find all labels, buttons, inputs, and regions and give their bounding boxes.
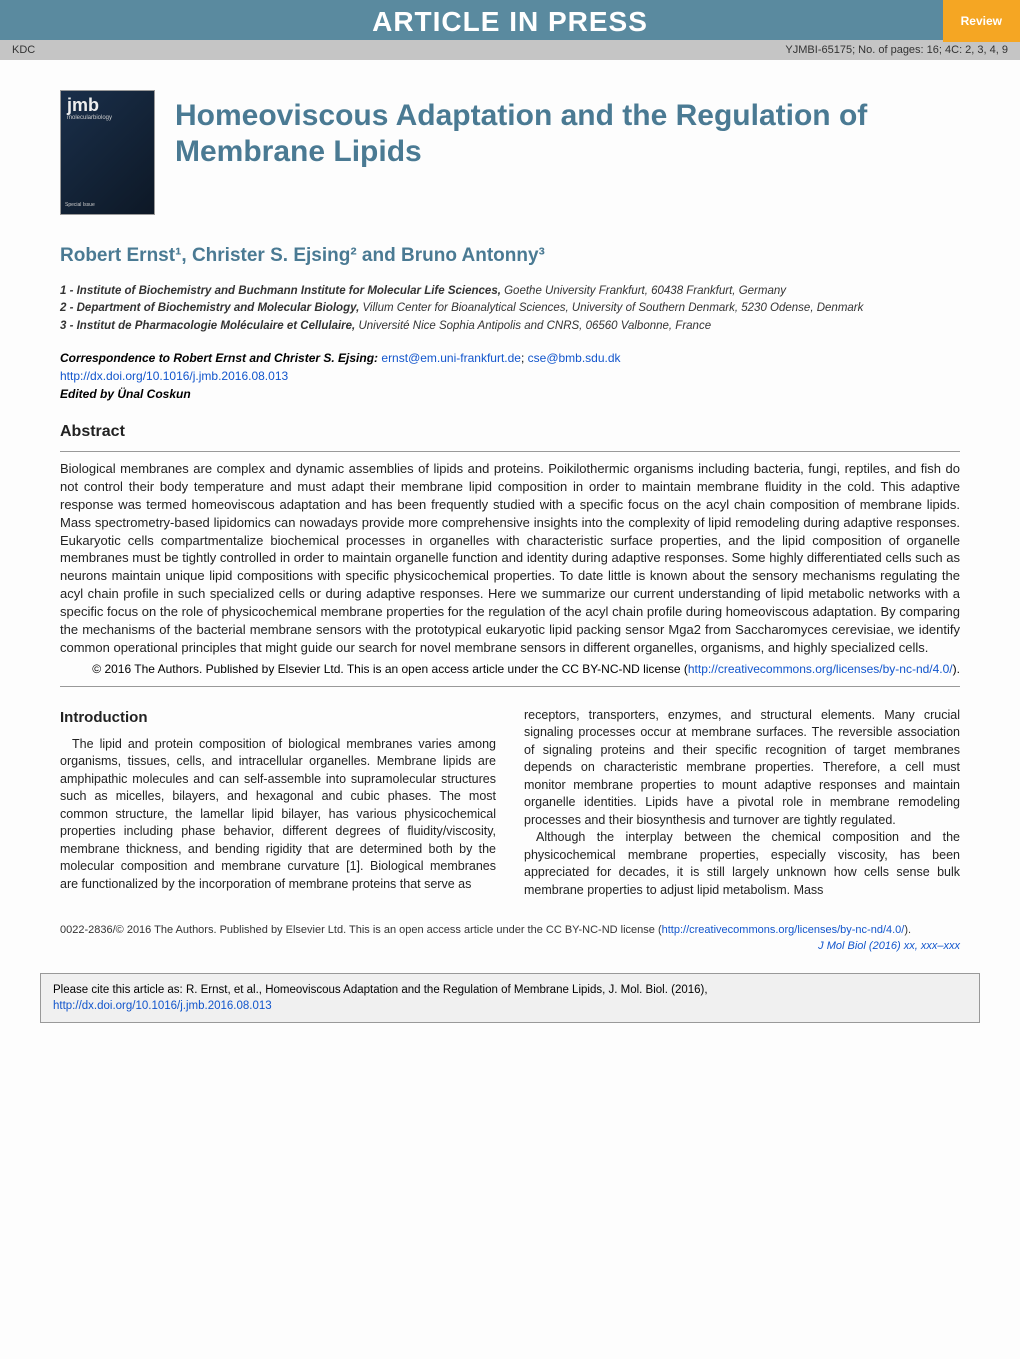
correspondence-email-1[interactable]: ernst@em.uni-frankfurt.de xyxy=(381,351,521,365)
content-area: jmb molecularbiology Special Issue Homeo… xyxy=(0,60,1020,959)
review-badge: Review xyxy=(943,0,1020,42)
meta-right: YJMBI-65175; No. of pages: 16; 4C: 2, 3,… xyxy=(785,44,1008,56)
affiliations: 1 - Institute of Biochemistry and Buchma… xyxy=(60,283,960,335)
affil-1-text: Goethe University Frankfurt, 60438 Frank… xyxy=(501,285,786,297)
affil-1-label: 1 - Institute of Biochemistry and Buchma… xyxy=(60,285,501,297)
left-column: Introduction The lipid and protein compo… xyxy=(60,707,496,900)
intro-paragraph-1: The lipid and protein composition of bio… xyxy=(60,736,496,894)
correspondence: Correspondence to Robert Ernst and Chris… xyxy=(60,349,960,403)
header-meta: KDC YJMBI-65175; No. of pages: 16; 4C: 2… xyxy=(0,40,1020,60)
affiliation-2: 2 - Department of Biochemistry and Molec… xyxy=(60,300,960,317)
abstract-copyright: © 2016 The Authors. Published by Elsevie… xyxy=(60,661,960,678)
copyright-pre: © 2016 The Authors. Published by Elsevie… xyxy=(92,662,688,676)
footer-copyright-post: ). xyxy=(904,924,911,936)
cover-special-issue: Special Issue xyxy=(65,202,95,208)
abstract-bottom-rule xyxy=(60,686,960,687)
right-column: receptors, transporters, enzymes, and st… xyxy=(524,707,960,900)
citation-text: Please cite this article as: R. Ernst, e… xyxy=(53,984,708,996)
cover-logo: jmb xyxy=(67,95,99,116)
correspondence-label: Correspondence to Robert Ernst and Chris… xyxy=(60,351,378,365)
copyright-post: ). xyxy=(953,662,960,676)
affiliation-3: 3 - Institut de Pharmacologie Moléculair… xyxy=(60,318,960,335)
cover-logo-subtitle: molecularbiology xyxy=(67,115,112,121)
abstract-heading: Abstract xyxy=(60,423,960,441)
affil-3-label: 3 - Institut de Pharmacologie Moléculair… xyxy=(60,320,355,332)
body-columns: Introduction The lipid and protein compo… xyxy=(60,707,960,900)
journal-cover-thumbnail: jmb molecularbiology Special Issue xyxy=(60,90,155,215)
page-container: ARTICLE IN PRESS Review KDC YJMBI-65175;… xyxy=(0,0,1020,1359)
title-row: jmb molecularbiology Special Issue Homeo… xyxy=(60,90,960,215)
intro-p1-text: The lipid and protein composition of bio… xyxy=(60,737,496,891)
header-banner: ARTICLE IN PRESS Review xyxy=(0,0,1020,40)
introduction-heading: Introduction xyxy=(60,707,496,728)
correspondence-email-2[interactable]: cse@bmb.sdu.dk xyxy=(528,351,621,365)
semicolon: ; xyxy=(521,351,528,365)
footer-cc-link[interactable]: http://creativecommons.org/licenses/by-n… xyxy=(662,924,905,936)
citation-doi-link[interactable]: http://dx.doi.org/10.1016/j.jmb.2016.08.… xyxy=(53,1000,272,1012)
banner-title: ARTICLE IN PRESS xyxy=(0,6,1020,38)
abstract-text: Biological membranes are complex and dyn… xyxy=(60,460,960,657)
citation-box: Please cite this article as: R. Ernst, e… xyxy=(40,973,980,1023)
doi-link[interactable]: http://dx.doi.org/10.1016/j.jmb.2016.08.… xyxy=(60,369,288,383)
intro-paragraph-3: Although the interplay between the chemi… xyxy=(524,829,960,899)
cc-license-link[interactable]: http://creativecommons.org/licenses/by-n… xyxy=(688,662,953,676)
article-title: Homeoviscous Adaptation and the Regulati… xyxy=(175,90,960,170)
intro-paragraph-2: receptors, transporters, enzymes, and st… xyxy=(524,707,960,830)
authors: Robert Ernst¹, Christer S. Ejsing² and B… xyxy=(60,245,960,267)
footer-copyright-pre: 0022-2836/© 2016 The Authors. Published … xyxy=(60,924,662,936)
affil-2-label: 2 - Department of Biochemistry and Molec… xyxy=(60,302,359,314)
footer-copyright: 0022-2836/© 2016 The Authors. Published … xyxy=(60,923,960,938)
affil-2-text: Villum Center for Bioanalytical Sciences… xyxy=(359,302,863,314)
affiliation-1: 1 - Institute of Biochemistry and Buchma… xyxy=(60,283,960,300)
affil-3-text: Université Nice Sophia Antipolis and CNR… xyxy=(355,320,711,332)
abstract-top-rule xyxy=(60,451,960,452)
journal-reference: J Mol Biol (2016) xx, xxx–xxx xyxy=(818,939,960,954)
meta-left: KDC xyxy=(12,44,35,56)
editor-line: Edited by Ünal Coskun xyxy=(60,387,191,401)
